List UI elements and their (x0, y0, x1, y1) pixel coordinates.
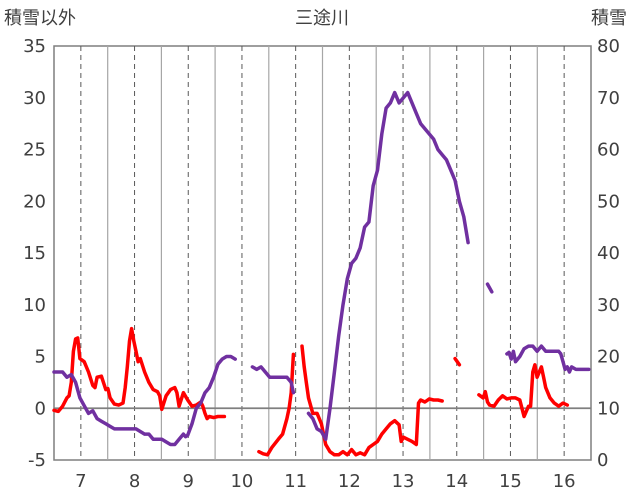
value-line-segment (477, 363, 570, 419)
x-tick-label: 15 (499, 471, 522, 492)
y-right-tick-label: 10 (597, 398, 620, 419)
value-line-segment (300, 344, 444, 457)
y-right-tick-label: 40 (597, 243, 620, 264)
y-right-tick-label: 60 (597, 140, 620, 161)
y-right-tick-label: 30 (597, 295, 620, 316)
x-tick-label: 8 (129, 471, 140, 492)
y-left-tick-label: 15 (23, 243, 46, 264)
y-left-tick-label: 30 (23, 88, 46, 109)
y-left-tick-label: 35 (23, 36, 46, 57)
x-tick-label: 9 (183, 471, 194, 492)
left-axis-title: 積雪以外 (4, 8, 76, 29)
chart-title: 三途川 (295, 8, 349, 29)
y-left-tick-label: 20 (23, 191, 46, 212)
snow-depth-line-segment (52, 354, 237, 447)
x-tick-label: 10 (230, 471, 253, 492)
y-right-tick-label: 70 (597, 88, 620, 109)
value-line-segment (52, 326, 227, 421)
snow-depth-line-segment (485, 282, 494, 294)
y-right-tick-label: 0 (597, 450, 608, 471)
y-left-tick-label: 10 (23, 295, 46, 316)
x-tick-label: 11 (284, 471, 307, 492)
y-left-tick-label: 5 (35, 347, 46, 368)
y-left-tick-label: 25 (23, 140, 46, 161)
value-line-segment (453, 356, 462, 367)
value-line-segment (257, 352, 296, 457)
snow-depth-line-segment (505, 344, 591, 374)
x-tick-label: 12 (338, 471, 361, 492)
y-left-tick-label: -5 (28, 450, 46, 471)
snow-depth-line-segment (306, 90, 470, 442)
y-right-tick-label: 20 (597, 347, 620, 368)
x-tick-label: 14 (445, 471, 468, 492)
right-axis-title: 積雪 (591, 8, 627, 29)
x-tick-label: 7 (75, 471, 86, 492)
y-right-tick-label: 80 (597, 36, 620, 57)
x-tick-label: 13 (392, 471, 415, 492)
x-tick-label: 16 (553, 471, 576, 492)
y-left-tick-label: 0 (35, 398, 46, 419)
y-right-tick-label: 50 (597, 191, 620, 212)
snow-depth-line-segment (250, 365, 296, 395)
